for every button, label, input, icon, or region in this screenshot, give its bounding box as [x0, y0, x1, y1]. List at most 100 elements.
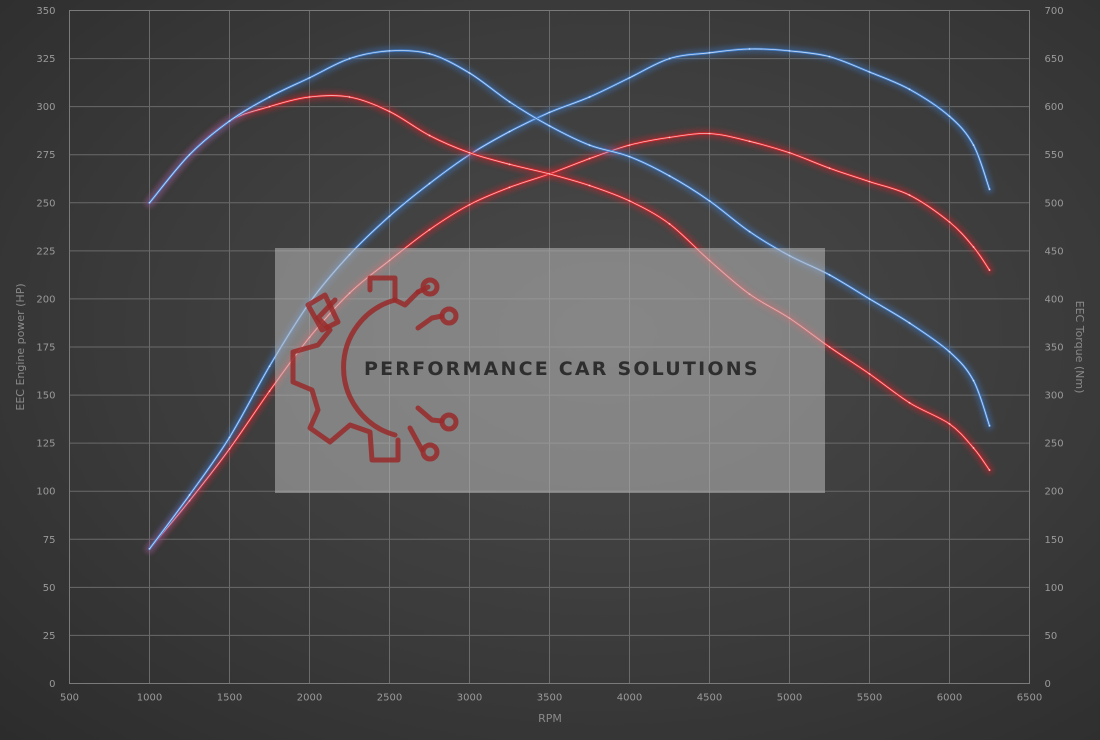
- y-right-tick-label: 500: [1045, 198, 1064, 209]
- y-right-tick-label: 250: [1045, 439, 1064, 450]
- data-point: [988, 424, 991, 427]
- y-left-tick-labels: 0 25 50 75 100 125 150 175 200 225 250 275 300 325 350: [36, 6, 55, 690]
- data-point: [588, 184, 591, 187]
- data-point: [972, 447, 975, 449]
- data-point: [828, 346, 831, 348]
- x-tick-label: 2500: [377, 693, 402, 704]
- data-point: [268, 96, 271, 98]
- x-tick-label: 3000: [457, 693, 482, 704]
- data-point: [228, 448, 231, 450]
- data-point: [148, 548, 151, 550]
- data-point: [908, 322, 911, 324]
- data-point: [268, 105, 271, 108]
- data-point: [308, 96, 311, 98]
- y-right-tick-label: 700: [1045, 6, 1064, 17]
- y-right-tick-label: 150: [1045, 535, 1064, 546]
- data-point: [388, 215, 391, 218]
- data-point: [868, 71, 871, 73]
- y-left-tick-label: 100: [36, 487, 55, 498]
- data-point: [868, 180, 871, 183]
- data-point: [508, 130, 511, 133]
- data-point: [468, 203, 471, 206]
- data-point: [508, 186, 511, 189]
- y-right-tick-label: 600: [1045, 102, 1064, 113]
- data-point: [788, 49, 791, 52]
- data-point: [748, 230, 751, 233]
- x-tick-label: 2000: [297, 693, 322, 704]
- data-point: [972, 246, 975, 248]
- x-tick-label: 1500: [217, 693, 242, 704]
- x-tick-label: 6000: [937, 693, 962, 704]
- data-point: [588, 144, 591, 147]
- x-tick-label: 1000: [137, 693, 162, 704]
- data-point: [428, 52, 431, 55]
- data-point: [428, 134, 431, 137]
- data-point: [628, 144, 631, 147]
- data-point: [228, 120, 231, 122]
- x-tick-label: 500: [60, 693, 79, 704]
- data-point: [348, 57, 351, 60]
- y-left-tick-label: 0: [49, 679, 55, 690]
- data-point: [988, 269, 991, 271]
- data-point: [188, 494, 191, 496]
- data-point: [628, 76, 631, 79]
- data-point: [868, 373, 871, 375]
- y-right-tick-label: 50: [1045, 631, 1058, 642]
- data-point: [948, 350, 951, 353]
- y-right-tick-label: 0: [1045, 679, 1051, 690]
- y-left-tick-label: 325: [36, 54, 55, 65]
- x-tick-label: 5000: [777, 693, 802, 704]
- y-right-tick-label: 350: [1045, 343, 1064, 354]
- y-right-tick-label: 300: [1045, 391, 1064, 402]
- y-left-tick-label: 275: [36, 150, 55, 161]
- y-left-tick-label: 175: [36, 343, 55, 354]
- data-point: [948, 221, 951, 223]
- watermark: PERFORMANCE CAR SOLUTIONS: [275, 248, 825, 493]
- data-point: [708, 51, 711, 54]
- y-right-tick-label: 550: [1045, 150, 1064, 161]
- data-point: [668, 136, 671, 139]
- y-left-tick-label: 300: [36, 102, 55, 113]
- data-point: [628, 199, 631, 202]
- data-point: [188, 153, 191, 156]
- data-point: [348, 96, 351, 98]
- plot-frame: [69, 10, 1030, 684]
- data-point: [148, 201, 151, 204]
- data-point: [228, 436, 231, 439]
- data-point: [508, 100, 511, 103]
- data-point: [828, 55, 831, 58]
- data-point: [908, 88, 911, 91]
- y-left-tick-label: 200: [36, 294, 55, 305]
- y-right-tick-labels: 0 50 100 150 200 250 300 350 400 450 500 550 600 650 7…: [1045, 6, 1064, 690]
- data-point: [908, 194, 911, 196]
- data-point: [468, 151, 471, 154]
- y-right-tick-label: 200: [1045, 487, 1064, 498]
- data-point: [548, 111, 551, 114]
- data-point: [972, 144, 975, 147]
- data-point: [748, 140, 751, 143]
- data-point: [508, 163, 511, 166]
- data-point: [588, 157, 591, 160]
- x-tick-label: 4000: [617, 693, 642, 704]
- y-left-tick-label: 125: [36, 439, 55, 450]
- data-point: [588, 96, 591, 98]
- data-point: [708, 199, 711, 202]
- data-point: [708, 132, 711, 135]
- gear-logo-icon: [290, 275, 459, 463]
- y-left-tick-label: 150: [36, 391, 55, 402]
- data-point: [828, 167, 831, 170]
- data-point: [988, 469, 991, 471]
- x-tick-label: 6500: [1017, 693, 1042, 704]
- data-point: [972, 379, 975, 382]
- x-tick-label: 4500: [697, 693, 722, 704]
- data-point: [908, 401, 911, 404]
- data-point: [308, 76, 311, 79]
- y-right-tick-label: 650: [1045, 54, 1064, 65]
- data-point: [948, 115, 951, 118]
- data-point: [468, 72, 471, 74]
- data-point: [628, 155, 631, 158]
- data-point: [548, 124, 551, 127]
- data-point: [948, 423, 951, 425]
- data-point: [828, 273, 831, 276]
- y-right-tick-label: 100: [1045, 583, 1064, 594]
